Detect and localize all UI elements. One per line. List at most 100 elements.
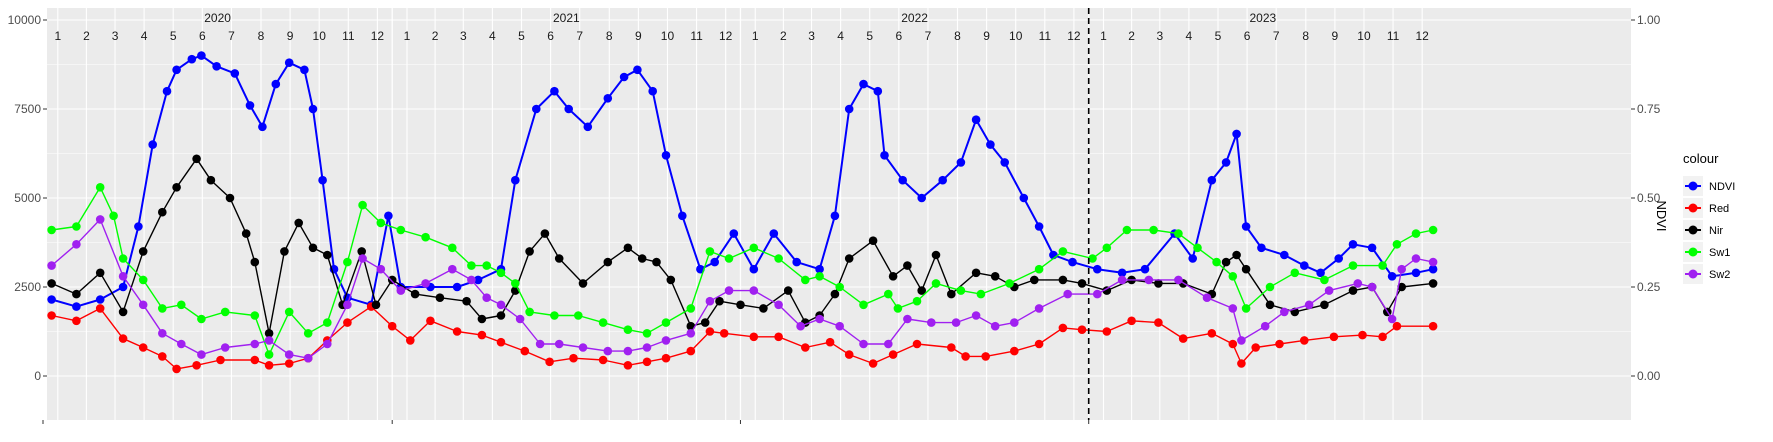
ndvi-point — [1117, 268, 1127, 278]
sw2-point — [421, 279, 430, 288]
ndvi-point — [550, 86, 559, 96]
ndvi-point — [1411, 268, 1421, 278]
red-point — [705, 327, 715, 336]
sw1-point — [884, 289, 893, 299]
ndvi-point — [284, 58, 294, 67]
nir-point — [72, 289, 81, 299]
ndvi-point — [118, 282, 128, 292]
sw2-point — [554, 339, 564, 349]
nir-point — [192, 154, 201, 164]
month-label: 12 — [1067, 29, 1081, 43]
ndvi-point — [1068, 257, 1077, 267]
sw1-point — [1034, 264, 1044, 274]
sw1-point — [358, 200, 367, 210]
nir-point — [138, 247, 148, 256]
red-point — [95, 304, 105, 313]
sw1-point — [525, 307, 534, 317]
red-point — [192, 361, 201, 370]
sw2-point — [1367, 282, 1377, 292]
red-point — [477, 330, 487, 340]
sw1-point — [1193, 243, 1202, 253]
month-label: 3 — [460, 29, 467, 43]
red-point — [642, 357, 652, 367]
year-label: 2021 — [553, 11, 580, 25]
sw2-point — [603, 346, 613, 356]
red-point — [947, 343, 956, 352]
red-point — [1275, 339, 1284, 349]
sw2-point — [358, 254, 367, 263]
month-label: 4 — [489, 29, 496, 43]
red-point — [774, 332, 783, 342]
month-label: 9 — [983, 29, 990, 43]
sw2-point — [535, 339, 545, 349]
ndvi-point — [583, 122, 593, 132]
month-label: 7 — [925, 29, 932, 43]
nir-point — [1077, 279, 1087, 288]
sw2-point — [578, 343, 588, 352]
nir-point — [990, 272, 1000, 281]
red-point — [172, 364, 181, 374]
sw2-point — [47, 261, 56, 270]
sw1-point — [642, 329, 652, 338]
nir-point — [462, 296, 471, 306]
nir-point — [1102, 286, 1112, 295]
ndvi-point — [769, 229, 779, 238]
nir-point — [371, 300, 381, 310]
legend-item-nir: Nir — [1683, 220, 1723, 240]
ndvi-point — [187, 54, 197, 64]
sw1-point — [1174, 229, 1183, 238]
month-label: 6 — [895, 29, 902, 43]
month-label: 3 — [1156, 29, 1163, 43]
sw1-point — [749, 243, 759, 253]
ndvi-point — [1221, 158, 1231, 167]
month-label: 11 — [690, 29, 703, 43]
red-point — [1329, 332, 1339, 342]
legend-key-point — [1688, 247, 1698, 257]
ndvi-point — [318, 175, 327, 185]
nir-point — [47, 279, 56, 288]
ndvi-point — [47, 295, 56, 304]
sw2-point — [1228, 304, 1238, 313]
sw2-point — [220, 343, 230, 352]
sw2-point — [903, 314, 912, 324]
month-label: 12 — [371, 29, 385, 43]
month-label: 9 — [635, 29, 642, 43]
sw2-point — [323, 339, 332, 349]
sw2-point — [250, 339, 260, 349]
nir-point — [700, 318, 710, 327]
ndvi-point — [1241, 222, 1251, 231]
nir-point — [736, 300, 745, 310]
month-label: 8 — [1302, 29, 1309, 43]
right-tick-label: 0.75 — [1637, 102, 1661, 116]
sw1-point — [303, 329, 313, 338]
nir-point — [623, 243, 633, 253]
legend-item-ndvi: NDVI — [1683, 176, 1735, 196]
month-label: 2 — [780, 29, 787, 43]
sw2-point — [1093, 289, 1102, 299]
sw1-point — [724, 254, 734, 263]
sw1-point — [158, 304, 167, 313]
sw1-point — [396, 225, 406, 235]
red-point — [598, 355, 608, 365]
right-tick-label: 0.50 — [1637, 191, 1661, 205]
red-point — [1378, 332, 1387, 342]
red-point — [569, 353, 578, 363]
ndvi-point — [197, 51, 206, 60]
ndvi-point — [258, 122, 267, 132]
ndvi-point — [1280, 250, 1289, 260]
sw1-point — [1428, 225, 1438, 235]
sw1-point — [511, 279, 520, 288]
ndvi-point — [212, 62, 221, 71]
sw1-point — [138, 275, 148, 285]
ndvi-point — [308, 104, 318, 114]
right-axis-title: NDVI — [1654, 200, 1669, 231]
ndvi-point — [1257, 243, 1266, 253]
month-label: 7 — [228, 29, 235, 43]
sw2-point — [1304, 300, 1314, 310]
ndvi-point — [898, 175, 907, 185]
ndvi-point — [710, 257, 719, 267]
nir-point — [947, 289, 956, 299]
sw1-point — [448, 243, 457, 253]
